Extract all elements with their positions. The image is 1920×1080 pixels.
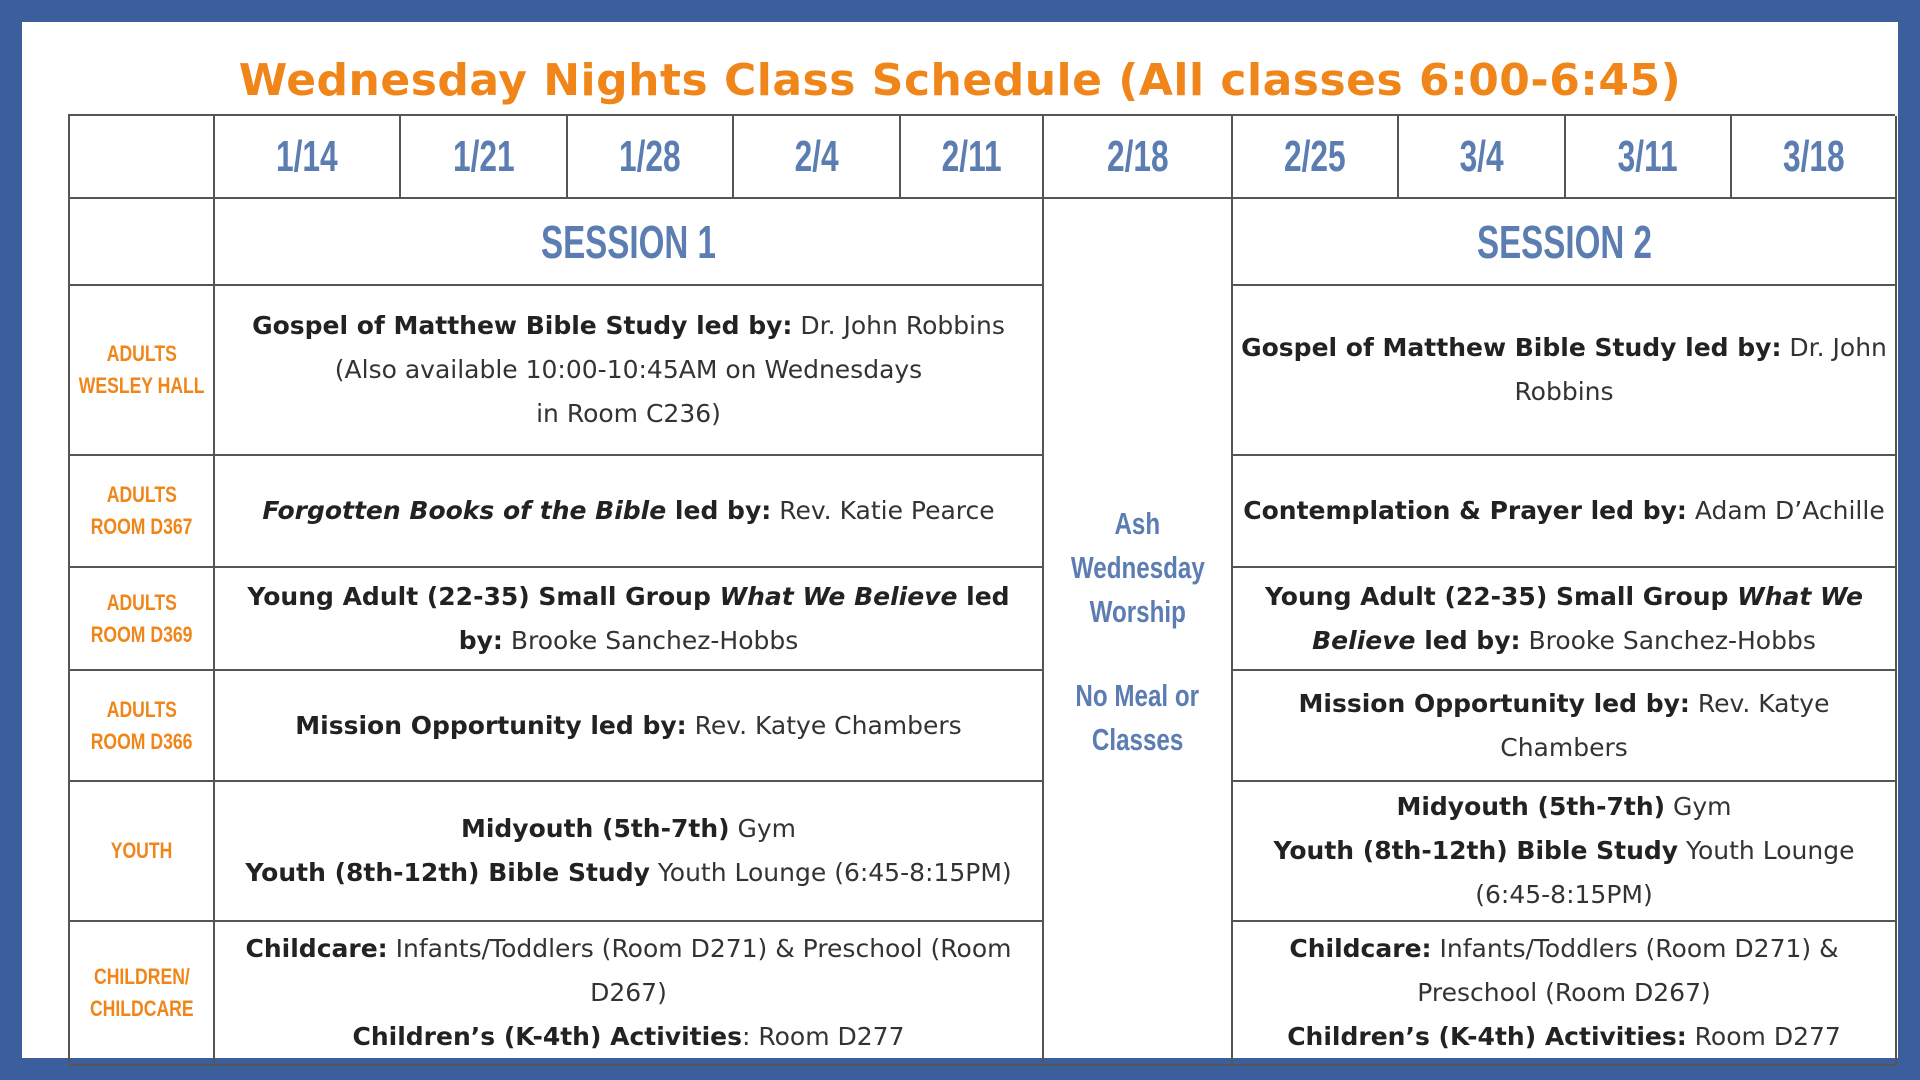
row-label: CHILDREN/CHILDCARE: [70, 922, 215, 1066]
date-header: 3/4: [1399, 116, 1566, 199]
date-header: 3/18: [1732, 116, 1897, 199]
class-cell: Childcare: Infants/Toddlers (Room D271) …: [215, 922, 1044, 1066]
class-cell: Gospel of Matthew Bible Study led by: Dr…: [215, 286, 1044, 456]
class-cell: Young Adult (22-35) Small Group What We …: [1233, 568, 1897, 671]
page-title: Wednesday Nights Class Schedule (All cla…: [238, 55, 1682, 106]
empty-label-cell: [70, 199, 215, 286]
class-cell: Childcare: Infants/Toddlers (Room D271) …: [1233, 922, 1897, 1066]
row-label: ADULTS ROOM D369: [70, 568, 215, 671]
class-cell: Young Adult (22-35) Small Group What We …: [215, 568, 1044, 671]
row-label: ADULTS WESLEY HALL: [70, 286, 215, 456]
class-cell: Forgotten Books of the Bible led by: Rev…: [215, 456, 1044, 568]
date-header: 3/11: [1566, 116, 1732, 199]
row-label: YOUTH: [70, 782, 215, 922]
class-cell: Midyouth (5th-7th) Gym Youth (8th-12th) B…: [1233, 782, 1897, 922]
row-label: ADULTS ROOM D367: [70, 456, 215, 568]
date-header: 2/18: [1044, 116, 1233, 199]
date-header: 1/14: [215, 116, 401, 199]
class-cell: Mission Opportunity led by: Rev. Katye C…: [215, 671, 1044, 782]
session-1-header: SESSION 1: [215, 199, 1044, 286]
corner-cell: [70, 116, 215, 199]
date-header: 2/11: [901, 116, 1044, 199]
class-cell: Gospel of Matthew Bible Study led by: Dr…: [1233, 286, 1897, 456]
session-2-header: SESSION 2: [1233, 199, 1897, 286]
date-header: 1/28: [568, 116, 734, 199]
date-header: 1/21: [401, 116, 568, 199]
date-header: 2/4: [734, 116, 901, 199]
ash-wednesday-cell: Ash Wednesday Worship No Meal or Classes: [1044, 199, 1233, 1066]
class-cell: Contemplation & Prayer led by: Adam D’Ac…: [1233, 456, 1897, 568]
schedule-page: Wednesday Nights Class Schedule (All cla…: [22, 22, 1898, 1066]
schedule-table: 1/14 1/21 1/28 2/4 2/11 2/18 2/25 3/4 3/…: [68, 114, 1897, 1066]
date-header: 2/25: [1233, 116, 1399, 199]
class-cell: Midyouth (5th-7th) Gym Youth (8th-12th) B…: [215, 782, 1044, 922]
class-cell: Mission Opportunity led by: Rev. Katye C…: [1233, 671, 1897, 782]
row-label: ADULTS ROOM D366: [70, 671, 215, 782]
